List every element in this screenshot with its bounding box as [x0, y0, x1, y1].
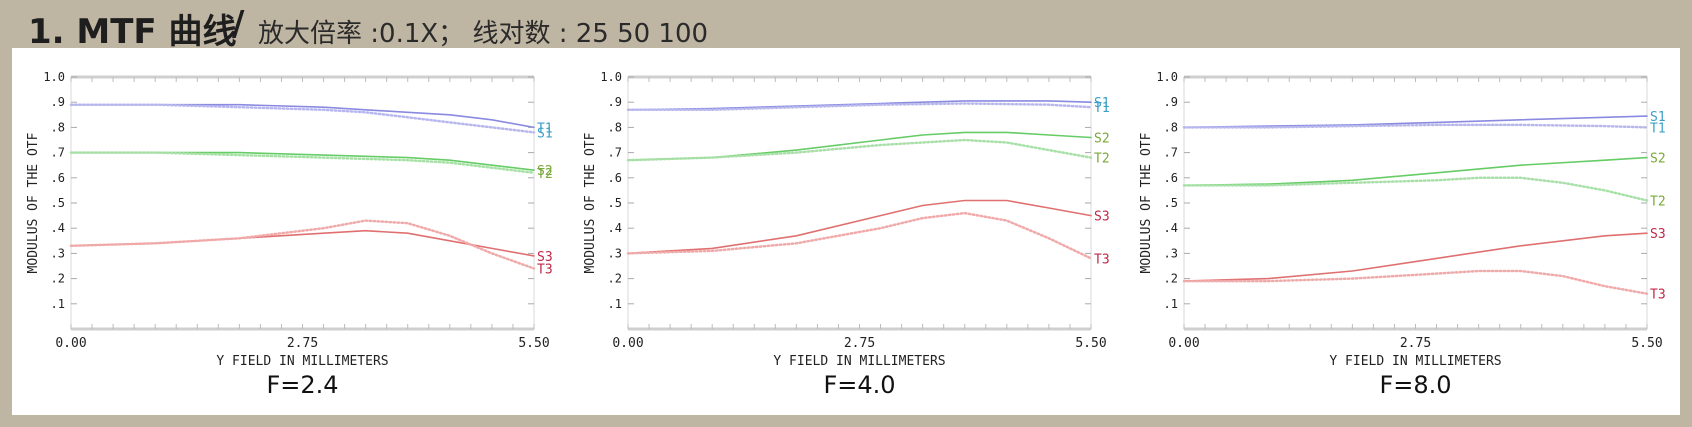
y-tick-label: .4	[1164, 221, 1178, 235]
series-label-t1: T1	[1650, 121, 1666, 136]
x-axis-label: Y FIELD IN MILLIMETERS	[1329, 354, 1501, 369]
y-tick-label: .3	[51, 246, 65, 260]
header-bar: 1. MTF 曲线 / 放大倍率 :0.1X； 线对数 : 25 50 100	[0, 0, 1692, 52]
chart-title: F=8.0	[1379, 371, 1451, 399]
y-tick-label: .1	[1164, 297, 1178, 311]
series-label-t3: T3	[1650, 288, 1666, 303]
y-tick-label: .3	[1164, 246, 1178, 260]
series-label-t2: T2	[1650, 194, 1666, 209]
y-tick-label: .6	[51, 171, 65, 185]
y-tick-label: .9	[1164, 95, 1178, 109]
series-line-t2	[69, 151, 536, 175]
x-tick-label: 2.75	[1400, 336, 1431, 351]
y-tick-label: .2	[1164, 272, 1178, 286]
series-line-s2	[70, 151, 535, 171]
series-line-t2	[1182, 176, 1649, 202]
plot-frame	[1183, 76, 1648, 330]
x-tick-label: 2.75	[844, 336, 875, 351]
x-tick-label: 2.75	[287, 336, 318, 351]
x-tick-label: 5.50	[518, 336, 549, 351]
y-tick-label: .2	[51, 272, 65, 286]
y-tick-label: .6	[1164, 171, 1178, 185]
y-tick-label: .3	[608, 246, 622, 260]
series-line-t3	[1182, 269, 1649, 295]
series-line-s3	[627, 199, 1092, 255]
y-tick-label: .7	[51, 146, 65, 160]
y-tick-label: .8	[51, 120, 65, 134]
y-tick-label: .2	[608, 272, 622, 286]
series-label-s2: S2	[537, 164, 553, 179]
page-subtitle: 放大倍率 :0.1X； 线对数 : 25 50 100	[258, 19, 709, 49]
y-tick-label: .9	[608, 95, 622, 109]
x-tick-label: 0.00	[55, 336, 86, 351]
mtf-charts: .1 .2 .3 .4 .5 .6 .7 .8 .9 1.0 0.00 2.75 5.50 Y FIELD…	[26, 70, 1666, 399]
x-axis-label: Y FIELD IN MILLIMETERS	[216, 354, 388, 369]
y-tick-label: .8	[608, 120, 622, 134]
y-axis-label: MODULUS OF THE OTF	[26, 132, 41, 273]
series-label-s2: S2	[1094, 131, 1110, 146]
y-tick-label: .6	[608, 171, 622, 185]
mtf-chart-1: .1 .2 .3 .4 .5 .6 .7 .8 .9 1.0 0.00 2.75 5.50 Y FIELD…	[26, 70, 553, 399]
y-axis-label: MODULUS OF THE OTF	[583, 132, 598, 273]
y-tick-label: .4	[608, 221, 622, 235]
series-label-t3: T3	[537, 263, 553, 278]
y-tick-label: .5	[1164, 196, 1178, 210]
series-line-t2	[626, 138, 1093, 162]
y-tick-label: .5	[51, 196, 65, 210]
y-tick-label: 1.0	[600, 70, 622, 84]
y-tick-label: .7	[1164, 146, 1178, 160]
series-line-t1	[1182, 123, 1649, 129]
chart-title: F=4.0	[823, 371, 895, 399]
y-tick-label: .1	[608, 297, 622, 311]
x-tick-label: 0.00	[612, 336, 643, 351]
series-label-s1: S1	[537, 126, 553, 141]
x-tick-label: 0.00	[1168, 336, 1199, 351]
chart-title: F=2.4	[266, 371, 338, 399]
y-tick-label: 1.0	[43, 70, 65, 84]
y-tick-label: .9	[51, 95, 65, 109]
series-label-s3: S3	[537, 250, 553, 265]
y-tick-label: .5	[608, 196, 622, 210]
series-line-s3	[1183, 232, 1648, 282]
series-label-s3: S3	[1650, 227, 1666, 242]
x-tick-label: 5.50	[1631, 336, 1662, 351]
chart-panel: .1 .2 .3 .4 .5 .6 .7 .8 .9 1.0 0.00 2.75 5.50 Y FIELD…	[12, 48, 1680, 415]
mtf-chart-3: .1 .2 .3 .4 .5 .6 .7 .8 .9 1.0 0.00 2.75 5.50 Y FIELD…	[1139, 70, 1666, 399]
y-tick-label: .8	[1164, 120, 1178, 134]
page-title: 1. MTF 曲线	[28, 12, 237, 52]
y-tick-label: .7	[608, 146, 622, 160]
plot-frame	[70, 76, 535, 330]
series-label-t1: T1	[537, 121, 553, 136]
series-line-t3	[626, 211, 1093, 260]
series-line-t1	[626, 102, 1093, 112]
y-tick-label: 1.0	[1156, 70, 1178, 84]
series-line-s1	[1183, 115, 1648, 129]
x-tick-label: 5.50	[1075, 336, 1106, 351]
series-label-s1: S1	[1650, 110, 1666, 125]
y-tick-label: .4	[51, 221, 65, 235]
x-axis-label: Y FIELD IN MILLIMETERS	[773, 354, 945, 369]
series-label-s3: S3	[1094, 210, 1110, 225]
series-label-t2: T2	[537, 167, 553, 182]
title-separator: /	[232, 4, 245, 44]
series-line-t3	[69, 219, 536, 270]
series-label-s2: S2	[1650, 152, 1666, 167]
series-line-s1	[69, 103, 536, 134]
series-label-t3: T3	[1094, 252, 1110, 267]
mtf-chart-2: .1 .2 .3 .4 .5 .6 .7 .8 .9 1.0 0.00 2.75 5.50 Y FIELD…	[583, 70, 1110, 399]
series-label-t2: T2	[1094, 152, 1110, 167]
y-axis-label: MODULUS OF THE OTF	[1139, 132, 1154, 273]
series-line-s2	[1183, 156, 1648, 187]
y-tick-label: .1	[51, 297, 65, 311]
series-label-t1: T1	[1094, 101, 1110, 116]
series-label-s1: S1	[1094, 96, 1110, 111]
